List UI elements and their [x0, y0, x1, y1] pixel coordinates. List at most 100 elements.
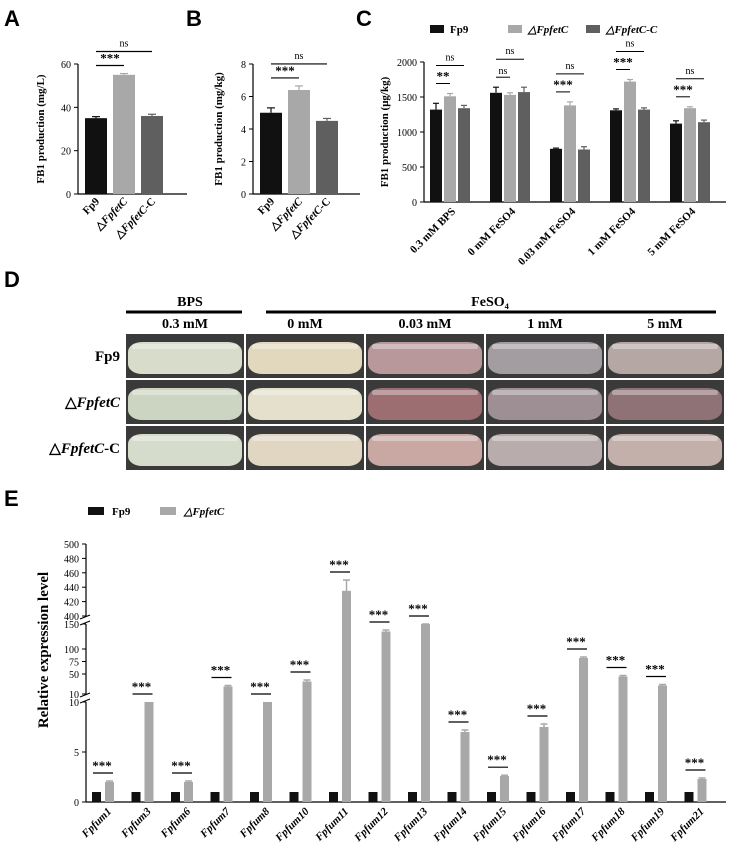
panel-c-bar [458, 108, 470, 202]
panel-c-bar [490, 92, 502, 202]
panel-c-bar [504, 94, 516, 202]
column-header: 5 mM [647, 317, 682, 332]
flask-highlight [132, 436, 238, 441]
flask-highlight [372, 344, 478, 349]
panel-b-ytick-label: 4 [241, 125, 246, 136]
culture-liquid [608, 434, 722, 466]
culture-liquid [368, 388, 482, 420]
panel-e-category-label: Fpfum3 [118, 805, 153, 840]
flask-highlight [252, 390, 358, 395]
panel-a-ytick-label: 0 [66, 190, 71, 201]
panel-b-ytick-label: 2 [241, 158, 246, 169]
panel-e-sig-label: *** [685, 755, 705, 770]
panel-label-b: B [186, 6, 202, 31]
panel-b-bar [260, 112, 282, 194]
panel-c-bar [444, 96, 456, 202]
panel-e-bar-fp9 [368, 792, 378, 802]
panel-e-ytick-label: 50 [69, 670, 79, 681]
panel-e-bar-dfpfetc [421, 624, 430, 802]
legend-e-swatch-fp9 [88, 507, 104, 515]
panel-c-sig-label: ns [499, 66, 508, 77]
panel-a-sig-label: *** [100, 51, 120, 66]
flask-highlight [132, 344, 238, 349]
panel-c-sig-label: *** [673, 82, 693, 97]
bps-header: BPS [177, 295, 203, 310]
panel-b-bar [316, 120, 338, 194]
panel-e-sig-label: *** [92, 758, 112, 773]
panel-a-category-label: Fp9 [81, 195, 103, 217]
panel-b-category-label: Fp9 [256, 195, 278, 217]
flask-highlight [372, 390, 478, 395]
panel-c-bar [624, 81, 636, 202]
panel-c-ns-label: ns [686, 66, 695, 77]
panel-e-sig-label: *** [132, 679, 152, 694]
panel-c-bar [638, 109, 650, 202]
flask-highlight [252, 436, 358, 441]
panel-e-bar-dfpfetc [105, 782, 114, 802]
culture-liquid [128, 434, 242, 466]
panel-c-y-label: FB1 production (μg/kg) [379, 76, 391, 187]
panel-a-bar [113, 74, 135, 194]
panel-b-bar [288, 90, 310, 194]
culture-photo [366, 426, 484, 470]
panel-e-ytick-label: 100 [64, 645, 79, 656]
panel-c-category-label: 0.03 mM FeSO4 [516, 205, 579, 268]
panel-e-ytick-label: 460 [64, 569, 79, 580]
column-header: 0 mM [287, 317, 322, 332]
culture-liquid [488, 388, 602, 420]
panel-e-category-label: Fpfum1 [79, 806, 114, 841]
panel-d-photo-grid: BPS FeSO₄ 0.3 mM 0 mM 0.03 mM 1 mM 5 mM Fp9 △F… [48, 295, 724, 470]
panel-e-ytick-label: 10 [69, 698, 79, 709]
panel-c-sig-label: *** [553, 77, 573, 92]
panel-e-sig-label: *** [527, 701, 547, 716]
panel-e-category-label: Fpfum6 [158, 805, 193, 840]
culture-liquid [608, 388, 722, 420]
column-header: 0.03 mM [399, 317, 452, 332]
panel-e-sig-label: *** [566, 634, 586, 649]
panel-c-bar [564, 105, 576, 202]
culture-photo [486, 334, 604, 378]
panel-c-category-label: 0.3 mM BPS [408, 206, 458, 256]
panel-label-e: E [4, 486, 19, 511]
panel-a-ytick-label: 20 [61, 147, 71, 158]
panel-label-a: A [4, 6, 20, 31]
culture-liquid [368, 342, 482, 374]
row-label: △FpfetC-C [48, 441, 120, 457]
culture-photo [126, 380, 244, 424]
panel-e-bar-fp9 [566, 792, 575, 802]
panel-e-sig-label: *** [250, 679, 270, 694]
panel-e-bar-dfpfetc [342, 590, 351, 802]
culture-liquid [368, 434, 482, 466]
panel-e-chart: Fp9 △FpfetC Relative expression level 0 5… [36, 506, 726, 845]
flask-highlight [132, 390, 238, 395]
panel-e-ytick-label: 500 [64, 540, 79, 551]
panel-e-bar-dfpfetc [697, 779, 707, 802]
panel-a-bar [85, 118, 107, 194]
culture-liquid [248, 388, 362, 420]
panel-e-bar-fp9 [605, 792, 615, 802]
panel-e-bar-fp9 [250, 792, 259, 802]
panel-e-category-label: Fpfum19 [628, 805, 667, 844]
panel-c-bar [698, 122, 710, 202]
panel-a-ytick-label: 40 [61, 103, 71, 114]
panel-c-category-label: 0 mM FeSO4 [466, 205, 519, 258]
panel-e-category-label: Fpfum11 [313, 806, 352, 845]
panel-e-ytick-label: 5 [74, 748, 79, 759]
legend-e-label-fp9: Fp9 [112, 506, 131, 518]
flask-highlight [372, 436, 478, 441]
panel-b-chart: FB1 production (mg/kg) 02468Fp9△FpfetC△F… [213, 51, 360, 241]
panel-e-category-label: Fpfum18 [589, 805, 628, 844]
axis-break-mark [79, 698, 91, 704]
panel-e-bar-fp9 [447, 792, 457, 802]
panel-c-bar [684, 108, 696, 202]
panel-e-bar-dfpfetc [223, 686, 233, 802]
legend-swatch-complement [586, 25, 600, 33]
panel-c-chart: FB1 production (μg/kg) Fp9 △FpfetC △Fpfe… [379, 24, 726, 268]
panel-c-ns-label: ns [566, 61, 575, 72]
panel-e-sig-label: *** [171, 758, 191, 773]
panel-e-category-label: Fpfum7 [197, 805, 232, 840]
panel-e-bar-fp9 [329, 792, 338, 802]
panel-e-ytick-label: 400 [64, 612, 79, 623]
panel-e-bar-fp9 [171, 792, 180, 802]
culture-photo [246, 334, 364, 378]
